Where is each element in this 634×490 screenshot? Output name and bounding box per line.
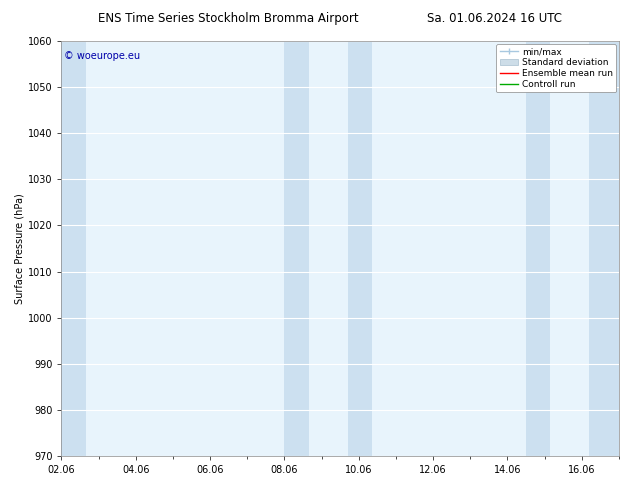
Bar xyxy=(285,41,309,456)
Bar xyxy=(526,41,550,456)
Bar xyxy=(589,41,619,456)
Y-axis label: Surface Pressure (hPa): Surface Pressure (hPa) xyxy=(15,193,25,304)
Text: ENS Time Series Stockholm Bromma Airport: ENS Time Series Stockholm Bromma Airport xyxy=(98,12,359,25)
Legend: min/max, Standard deviation, Ensemble mean run, Controll run: min/max, Standard deviation, Ensemble me… xyxy=(496,44,616,93)
Text: © woeurope.eu: © woeurope.eu xyxy=(64,51,140,61)
Bar xyxy=(61,41,86,456)
Text: Sa. 01.06.2024 16 UTC: Sa. 01.06.2024 16 UTC xyxy=(427,12,562,25)
Bar xyxy=(347,41,372,456)
